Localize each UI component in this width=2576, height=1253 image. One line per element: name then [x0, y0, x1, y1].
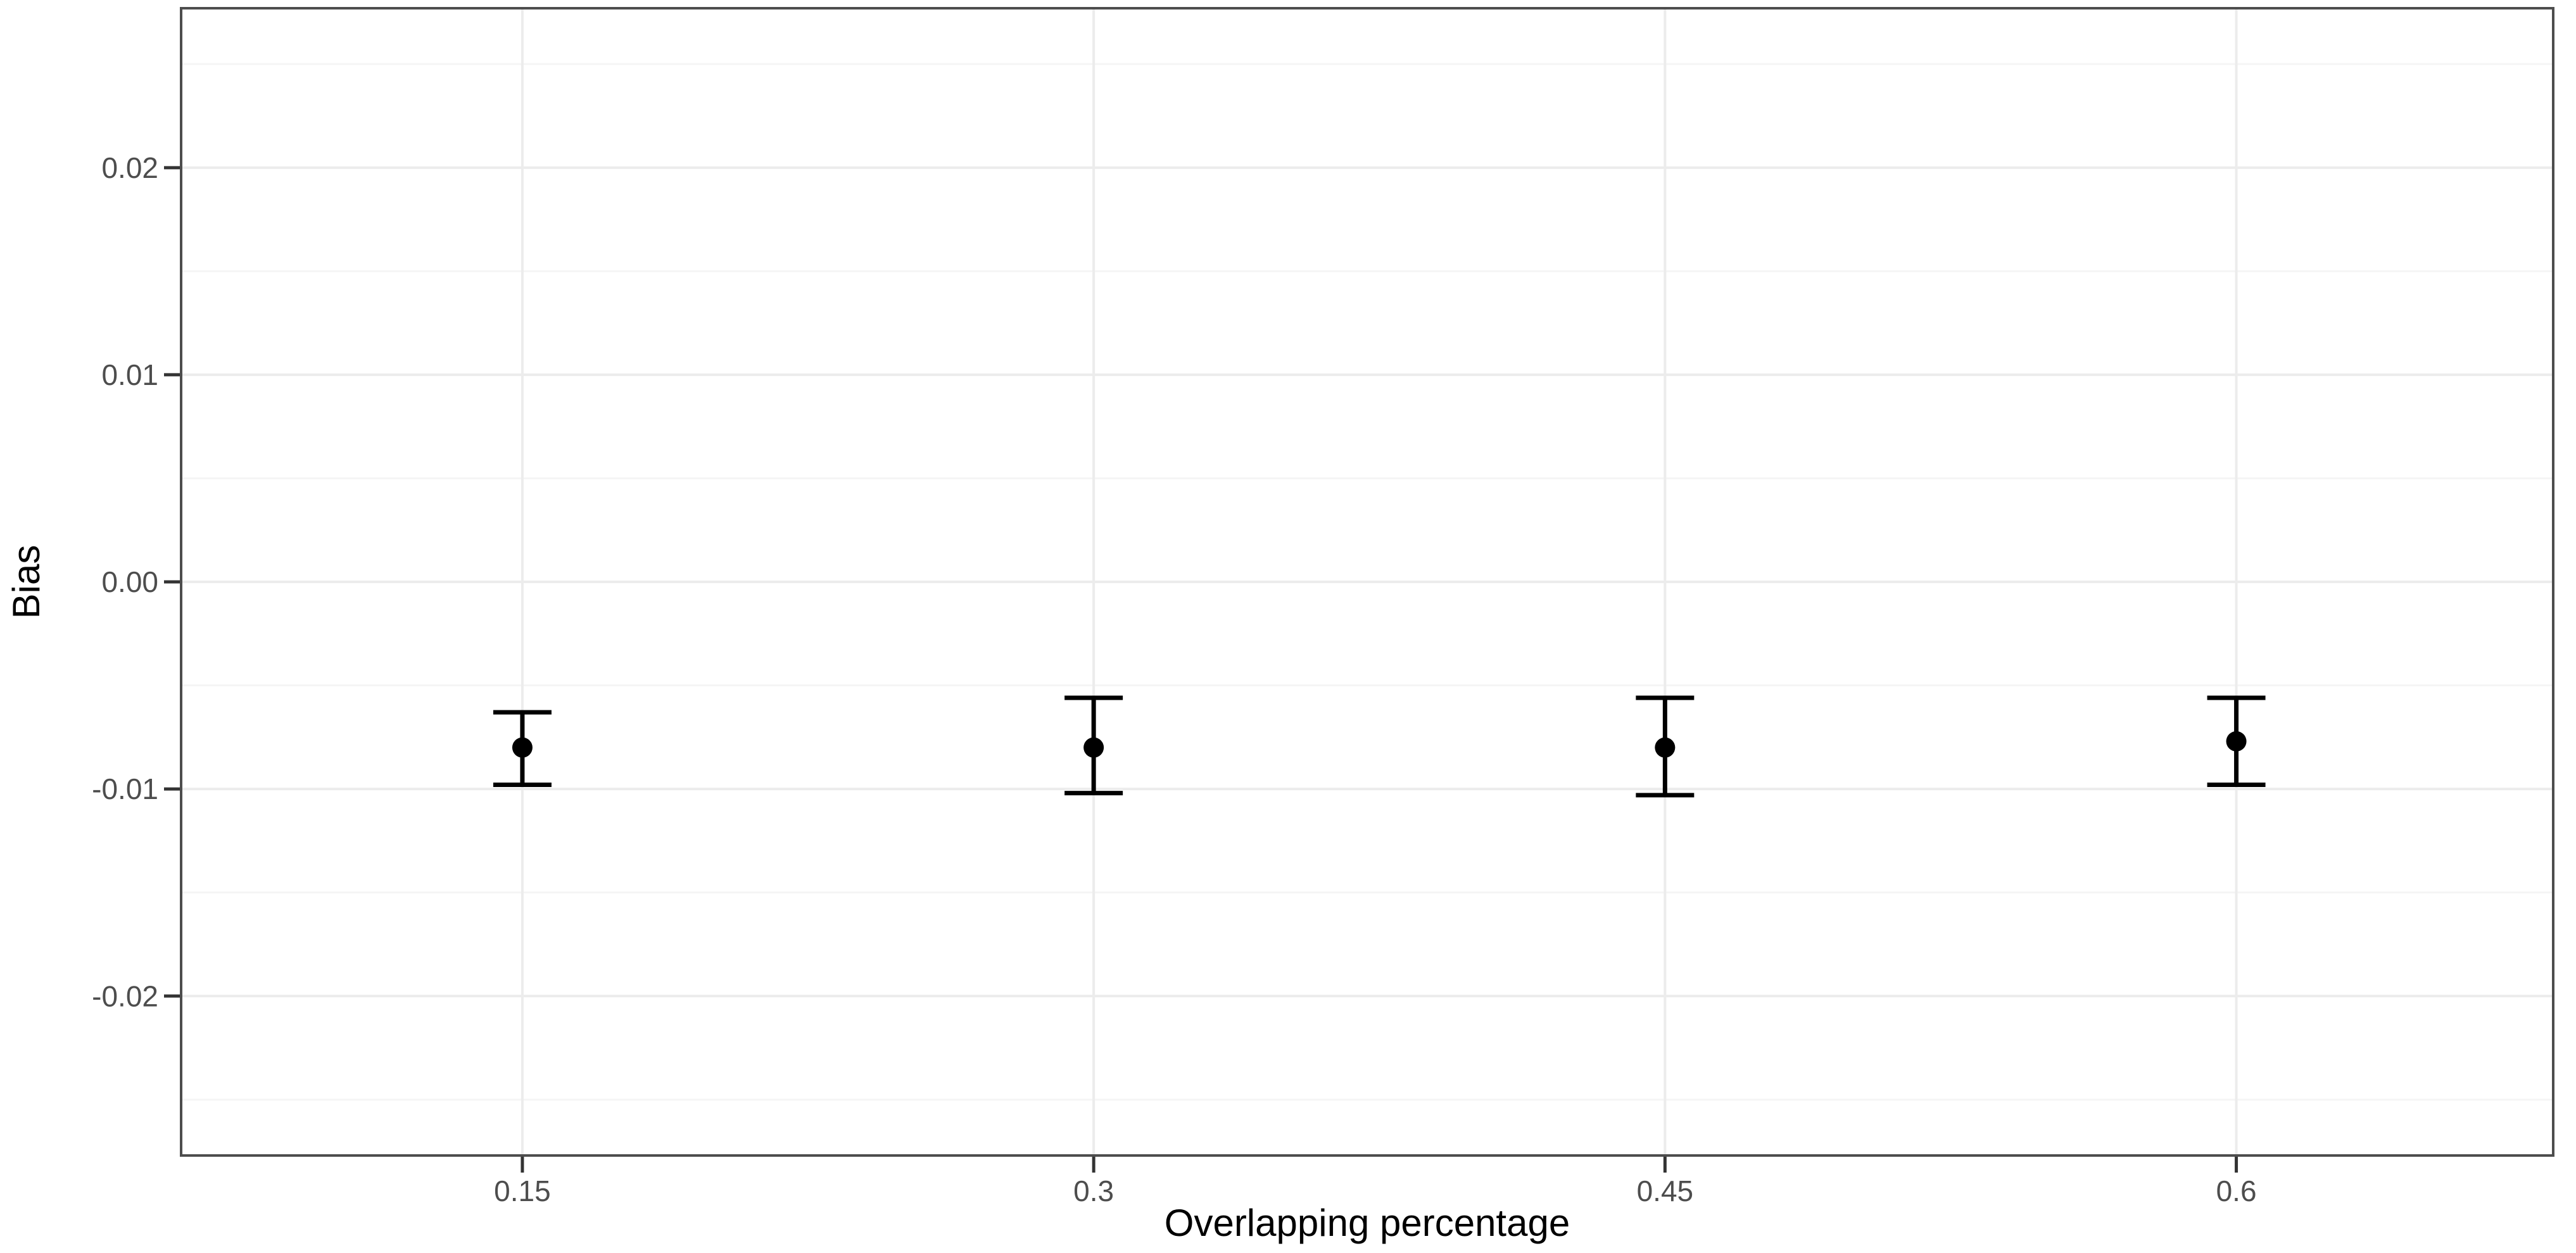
error-bar — [2207, 695, 2266, 788]
y-tick-label: 0.01 — [101, 358, 158, 391]
y-tick-label: -0.02 — [92, 979, 158, 1012]
y-tick-label: 0.02 — [101, 151, 158, 184]
data-point — [1083, 737, 1104, 758]
error-bar — [1064, 695, 1123, 796]
axis-tick-marks — [164, 166, 2238, 1173]
x-axis-title: Overlapping percentage — [1165, 1202, 1570, 1244]
axis-tick-labels: 0.15 0.3 0.45 0.6 0.02 0.01 0.00 -0.01 -0.02 — [92, 151, 2256, 1207]
plot-panel-border — [180, 7, 2554, 1157]
x-tick-label: 0.3 — [1073, 1174, 1114, 1207]
data-point — [512, 737, 533, 758]
error-bar — [1636, 695, 1695, 798]
minor-gridlines — [181, 63, 2553, 1101]
x-tick-label: 0.6 — [2216, 1174, 2257, 1207]
y-axis-title: Bias — [5, 545, 47, 619]
x-tick-label: 0.45 — [1637, 1174, 1694, 1207]
error-bars-layer — [493, 695, 2266, 798]
data-point — [2226, 731, 2247, 752]
major-gridlines — [181, 8, 2553, 1155]
y-tick-label: 0.00 — [101, 565, 158, 598]
y-tick-label: -0.01 — [92, 772, 158, 805]
x-tick-label: 0.15 — [494, 1174, 551, 1207]
data-point — [1655, 737, 1676, 758]
error-bar — [493, 710, 552, 788]
